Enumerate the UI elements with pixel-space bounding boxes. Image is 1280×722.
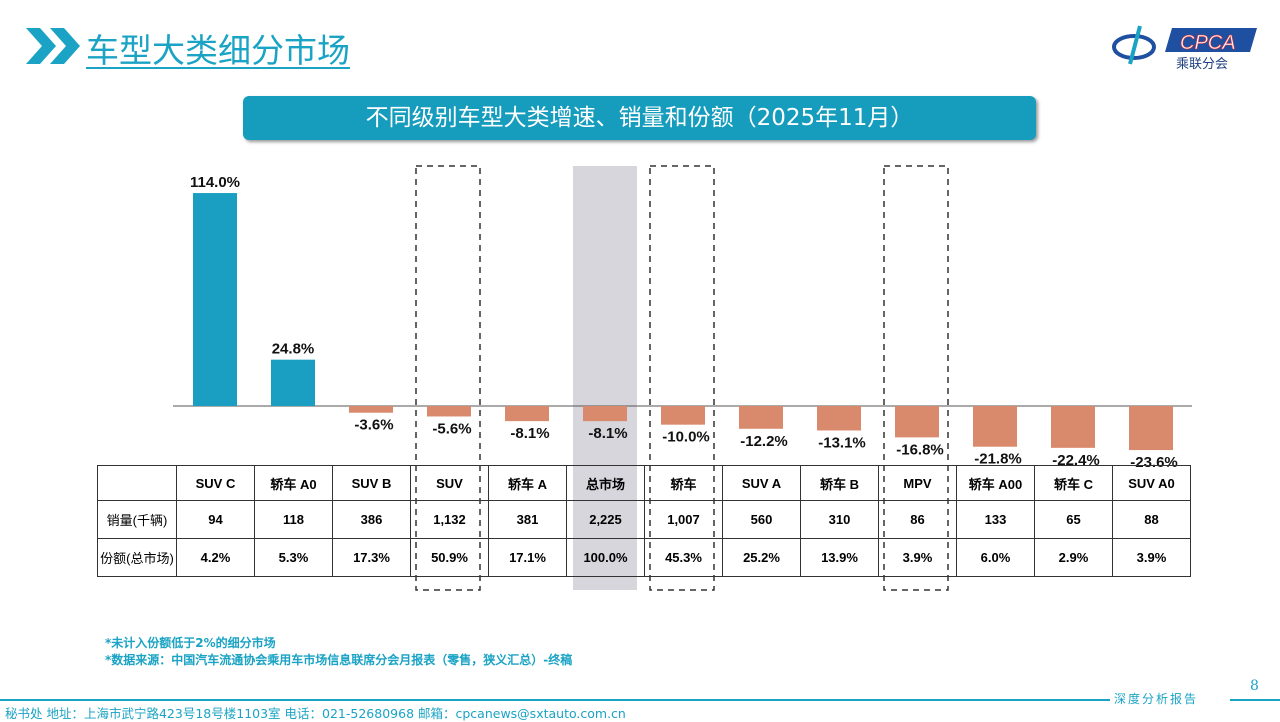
table-cell: 133 xyxy=(956,500,1035,539)
bar xyxy=(427,406,471,417)
bar xyxy=(583,406,627,422)
category-header: 总市场 xyxy=(566,465,645,501)
table-cell: 5.3% xyxy=(254,538,333,577)
row-label: 销量(千辆) xyxy=(97,500,177,539)
table-cell: 88 xyxy=(1112,500,1191,539)
data-label: -3.6% xyxy=(354,417,393,434)
footer-tag: 深度分析报告 xyxy=(1114,692,1199,706)
bar xyxy=(661,406,705,425)
table-cell: 65 xyxy=(1034,500,1113,539)
table-cell: 13.9% xyxy=(800,538,879,577)
chart-title: 不同级别车型大类增速、销量和份额（2025年11月） xyxy=(243,96,1036,140)
chevron-double-icon xyxy=(26,28,80,64)
data-label: 24.8% xyxy=(272,341,315,358)
table-cell: 3.9% xyxy=(1112,538,1191,577)
data-label: -22.4% xyxy=(1052,452,1100,469)
table-cell: 50.9% xyxy=(410,538,489,577)
category-header: SUV A0 xyxy=(1112,465,1191,501)
category-header: 轿车 B xyxy=(800,465,879,501)
data-table: SUV C 轿车 A0 SUV B SUV 轿车 A 总市场 轿车 SUV A 轿车 B MPV 轿… xyxy=(97,465,1191,577)
table-cell: 310 xyxy=(800,500,879,539)
category-header: MPV xyxy=(878,465,957,501)
bar xyxy=(349,406,393,413)
data-label: 114.0% xyxy=(190,174,240,191)
data-label: -5.6% xyxy=(432,420,471,437)
page-number: 8 xyxy=(1250,678,1259,694)
category-header: 轿车 xyxy=(644,465,723,501)
bar xyxy=(817,406,861,431)
bar xyxy=(739,406,783,429)
footer-address: 秘书处 地址：上海市武宁路423号18号楼1103室 电话：021-526809… xyxy=(5,706,626,721)
table-cell: 45.3% xyxy=(644,538,723,577)
divider xyxy=(1230,699,1280,701)
table-cell: 3.9% xyxy=(878,538,957,577)
data-label: -21.8% xyxy=(974,451,1022,468)
table-cell: 100.0% xyxy=(566,538,645,577)
table-cell: 381 xyxy=(488,500,567,539)
table-cell: 1,007 xyxy=(644,500,723,539)
table-cell: 2.9% xyxy=(1034,538,1113,577)
note: *数据来源：中国汽车流通协会乘用车市场信息联席分会月报表（零售，狭义汇总）-终稿 xyxy=(105,653,573,667)
cpca-logo: CPCA 乘联分会 xyxy=(1112,25,1257,72)
table-cell: 25.2% xyxy=(722,538,801,577)
row-label: 份额(总市场) xyxy=(97,538,177,577)
table-cell: 386 xyxy=(332,500,411,539)
category-header: SUV B xyxy=(332,465,411,501)
bar xyxy=(895,406,939,438)
svg-text:乘联分会: 乘联分会 xyxy=(1176,57,1228,72)
table-cell: 560 xyxy=(722,500,801,539)
category-header: SUV A xyxy=(722,465,801,501)
table-cell: 17.3% xyxy=(332,538,411,577)
data-label: -13.1% xyxy=(818,434,866,451)
divider xyxy=(0,699,1110,701)
data-label: -12.2% xyxy=(740,433,788,450)
table-cell: 6.0% xyxy=(956,538,1035,577)
category-header: 轿车 C xyxy=(1034,465,1113,501)
table-cell: 17.1% xyxy=(488,538,567,577)
category-header: 轿车 A0 xyxy=(254,465,333,501)
corner-cell xyxy=(97,465,177,501)
table-cell: 4.2% xyxy=(176,538,255,577)
highlight-dashed-box xyxy=(649,165,715,591)
category-header: 轿车 A00 xyxy=(956,465,1035,501)
highlight-dashed-box xyxy=(415,165,481,591)
bar xyxy=(1129,406,1173,451)
table-cell: 86 xyxy=(878,500,957,539)
bar xyxy=(193,193,237,406)
table-cell: 118 xyxy=(254,500,333,539)
data-label: -16.8% xyxy=(896,441,944,458)
bar xyxy=(271,359,315,406)
category-header: 轿车 A xyxy=(488,465,567,501)
data-label: -8.1% xyxy=(588,425,627,442)
page-title: 车型大类细分市场 xyxy=(86,31,350,70)
table-cell: 1,132 xyxy=(410,500,489,539)
data-label: -10.0% xyxy=(662,429,710,446)
table-cell: 94 xyxy=(176,500,255,539)
bar xyxy=(973,406,1017,447)
bar xyxy=(505,406,549,422)
category-header: SUV C xyxy=(176,465,255,501)
note: *未计入份额低于2%的细分市场 xyxy=(105,636,276,650)
table-cell: 2,225 xyxy=(566,500,645,539)
bar xyxy=(1051,406,1095,448)
svg-text:CPCA: CPCA xyxy=(1180,32,1236,54)
highlight-dashed-box xyxy=(883,165,949,591)
data-label: -8.1% xyxy=(510,425,549,442)
category-header: SUV xyxy=(410,465,489,501)
